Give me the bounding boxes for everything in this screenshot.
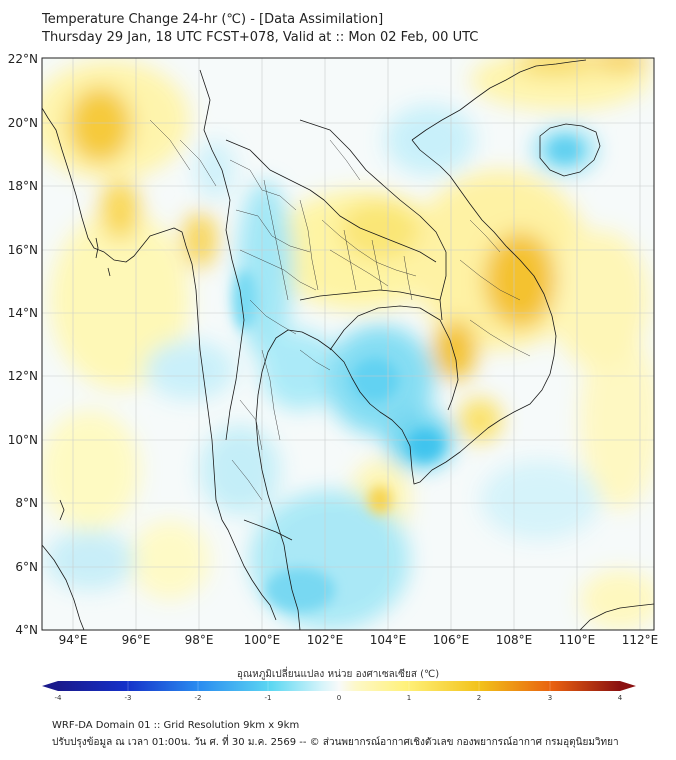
map-subtitle: Thursday 29 Jan, 18 UTC FCST+078, Valid … xyxy=(42,30,479,45)
lat-label: 14°N xyxy=(7,306,38,320)
colorbar-tick: 3 xyxy=(547,694,553,702)
lat-label: 16°N xyxy=(7,243,38,257)
footer-credit: ปรับปรุงข้อมูล ณ เวลา 01:00น. วัน ศ. ที่… xyxy=(52,737,619,748)
lon-label: 104°E xyxy=(369,633,407,647)
colorbar-tick: -3 xyxy=(124,694,132,702)
lon-label: 102°E xyxy=(306,633,344,647)
colorbar-max-arrow xyxy=(620,681,636,691)
colorbar-tick: 2 xyxy=(476,694,482,702)
lon-label: 98°E xyxy=(184,633,214,647)
colorbar xyxy=(42,681,636,691)
colorbar-tick: 4 xyxy=(617,694,623,702)
lat-label: 6°N xyxy=(15,560,38,574)
lat-label: 18°N xyxy=(7,179,38,193)
lon-label: 96°E xyxy=(121,633,151,647)
colorbar-tick: -2 xyxy=(194,694,202,702)
footer-model-info: WRF-DA Domain 01 :: Grid Resolution 9km … xyxy=(52,720,300,731)
lat-label: 8°N xyxy=(15,496,38,510)
lon-label: 100°E xyxy=(243,633,281,647)
lat-label: 22°N xyxy=(7,52,38,66)
temperature-field xyxy=(42,58,654,630)
lon-label: 106°E xyxy=(432,633,470,647)
lon-label: 112°E xyxy=(621,633,659,647)
lat-label: 4°N xyxy=(15,623,38,637)
lat-label: 10°N xyxy=(7,433,38,447)
lon-label: 94°E xyxy=(58,633,88,647)
colorbar-tick: 0 xyxy=(336,694,342,702)
map-title: Temperature Change 24-hr (℃) - [Data Ass… xyxy=(42,12,384,27)
map-frame xyxy=(41,57,655,631)
lat-label: 20°N xyxy=(7,116,38,130)
colorbar-title: อุณหภูมิเปลี่ยนแปลง หน่วย องศาเซลเซียส (… xyxy=(236,669,440,680)
colorbar-tick: -1 xyxy=(264,694,272,702)
colorbar-tick: -4 xyxy=(54,694,62,702)
province-borders xyxy=(149,119,531,501)
colorbar-tick: 1 xyxy=(406,694,412,702)
lon-label: 108°E xyxy=(495,633,533,647)
lon-label: 110°E xyxy=(558,633,596,647)
lat-label: 12°N xyxy=(7,369,38,383)
colorbar-min-arrow xyxy=(42,681,58,691)
